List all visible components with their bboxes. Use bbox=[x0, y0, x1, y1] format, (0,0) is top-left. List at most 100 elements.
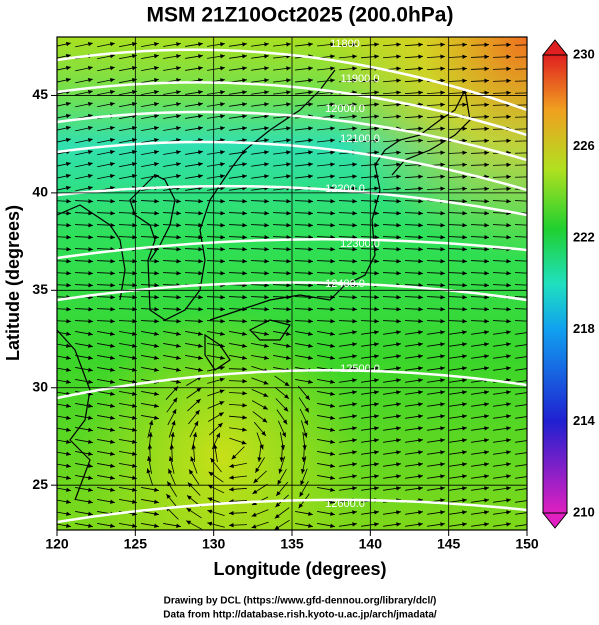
arrowhead bbox=[440, 414, 445, 419]
arrowhead bbox=[418, 259, 423, 264]
arrowhead bbox=[462, 42, 467, 47]
arrowhead bbox=[154, 199, 159, 204]
arrowhead bbox=[110, 451, 115, 456]
arrowhead bbox=[374, 150, 379, 155]
arrowhead bbox=[418, 319, 423, 324]
arrowhead bbox=[186, 495, 192, 500]
arrowhead bbox=[484, 186, 489, 191]
arrowhead bbox=[264, 78, 269, 83]
arrowhead bbox=[374, 390, 379, 395]
arrowhead bbox=[506, 390, 511, 395]
arrowhead bbox=[264, 54, 269, 59]
arrowhead bbox=[283, 406, 289, 412]
arrowhead bbox=[198, 42, 203, 47]
arrowhead bbox=[220, 54, 225, 59]
arrowhead bbox=[506, 199, 511, 204]
arrowhead bbox=[110, 499, 115, 504]
arrowhead bbox=[484, 114, 489, 119]
arrowhead bbox=[264, 247, 269, 252]
arrowhead bbox=[528, 67, 533, 71]
arrowhead bbox=[194, 420, 199, 426]
arrowhead bbox=[396, 354, 401, 359]
arrowhead bbox=[242, 199, 247, 204]
arrowhead bbox=[484, 414, 489, 419]
arrowhead bbox=[462, 174, 467, 179]
streamline bbox=[514, 272, 527, 274]
arrowhead bbox=[506, 354, 511, 359]
arrowhead bbox=[110, 283, 115, 288]
arrowhead bbox=[229, 475, 234, 480]
arrowhead bbox=[418, 474, 423, 479]
arrowhead bbox=[418, 438, 423, 443]
arrowhead bbox=[396, 462, 401, 467]
arrowhead bbox=[88, 439, 93, 444]
arrowhead bbox=[528, 342, 533, 346]
arrowhead bbox=[198, 174, 203, 179]
arrowhead bbox=[440, 138, 445, 143]
arrowhead bbox=[132, 235, 137, 240]
streamline bbox=[515, 416, 527, 419]
arrowhead bbox=[198, 114, 203, 119]
arrowhead bbox=[65, 173, 71, 179]
arrowhead bbox=[528, 43, 533, 47]
arrowhead bbox=[242, 54, 247, 59]
arrowhead bbox=[242, 150, 247, 155]
arrowhead bbox=[352, 42, 357, 47]
arrowhead bbox=[220, 66, 225, 71]
arrowhead bbox=[462, 330, 467, 335]
arrowhead bbox=[418, 271, 423, 276]
arrowhead bbox=[146, 468, 151, 474]
arrowhead bbox=[88, 355, 93, 360]
arrowhead bbox=[462, 211, 467, 216]
streamline bbox=[514, 224, 527, 226]
arrowhead bbox=[352, 114, 357, 119]
arrowhead bbox=[352, 307, 357, 312]
arrowhead bbox=[220, 78, 225, 83]
arrowhead bbox=[352, 486, 357, 491]
arrowhead bbox=[418, 90, 423, 95]
arrowhead bbox=[308, 319, 313, 324]
arrowhead bbox=[484, 54, 489, 59]
arrowhead bbox=[66, 367, 71, 372]
arrowhead bbox=[154, 126, 159, 131]
arrowhead bbox=[440, 90, 445, 95]
arrowhead bbox=[176, 307, 181, 312]
arrowhead bbox=[298, 503, 304, 509]
arrowhead bbox=[506, 438, 511, 443]
streamline bbox=[515, 512, 527, 515]
arrowhead bbox=[462, 271, 467, 276]
arrowhead bbox=[66, 427, 71, 432]
arrowhead bbox=[330, 307, 335, 312]
arrowhead bbox=[299, 491, 304, 497]
arrowhead bbox=[286, 331, 291, 336]
arrowhead bbox=[330, 126, 335, 131]
arrowhead bbox=[484, 486, 489, 491]
arrowhead bbox=[528, 330, 533, 334]
arrowhead bbox=[396, 378, 401, 383]
arrowhead bbox=[132, 199, 137, 204]
arrowhead bbox=[191, 444, 196, 449]
y-tick-label: 30 bbox=[32, 378, 48, 394]
arrowhead bbox=[88, 307, 93, 312]
arrowhead bbox=[396, 259, 401, 264]
arrowhead bbox=[308, 271, 313, 276]
arrowhead bbox=[88, 343, 93, 348]
x-tick-label: 150 bbox=[515, 536, 539, 552]
arrowhead bbox=[132, 295, 137, 300]
streamline bbox=[514, 176, 527, 178]
arrowhead bbox=[65, 137, 71, 143]
arrowhead bbox=[352, 438, 357, 443]
arrowhead bbox=[528, 426, 533, 430]
arrowhead bbox=[110, 319, 115, 324]
arrowhead bbox=[264, 355, 269, 360]
streamline bbox=[514, 140, 527, 142]
streamline bbox=[514, 152, 527, 154]
arrowhead bbox=[484, 247, 489, 252]
arrowhead bbox=[440, 342, 445, 347]
arrowhead bbox=[176, 126, 181, 131]
arrowhead bbox=[242, 174, 247, 179]
arrowhead bbox=[506, 235, 511, 240]
arrowhead bbox=[110, 415, 115, 420]
arrowhead bbox=[396, 54, 401, 59]
arrowhead bbox=[308, 138, 313, 143]
